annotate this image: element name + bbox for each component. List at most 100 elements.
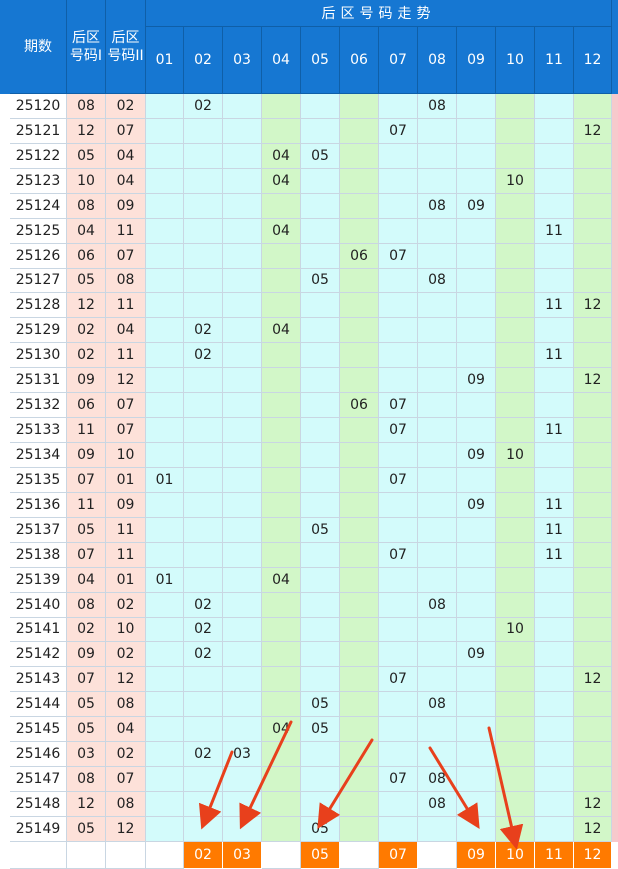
trend-cell — [379, 517, 418, 543]
trend-mark-07: 07 — [379, 243, 418, 269]
trend-cell — [301, 492, 340, 518]
trend-cell — [146, 168, 184, 194]
trend-cell — [301, 617, 340, 643]
trend-cell — [535, 792, 574, 817]
trend-cell — [146, 268, 184, 294]
trend-cell — [146, 393, 184, 419]
back-number-1-cell: 05 — [67, 816, 106, 842]
row-margin — [0, 617, 10, 643]
trend-cell — [496, 293, 535, 319]
back-number-2-header: 后区 号码II — [106, 0, 146, 94]
trend-cell — [418, 617, 457, 643]
row-margin — [0, 118, 10, 144]
trend-mark-09: 09 — [457, 368, 496, 394]
trend-cell — [457, 118, 496, 144]
trend-cell — [262, 492, 301, 518]
trend-cell — [340, 193, 379, 219]
trend-cell — [418, 642, 457, 668]
trend-cell — [418, 418, 457, 443]
back-number-2-cell: 07 — [106, 418, 146, 443]
summary-highlight-03: 03 — [223, 841, 262, 869]
back-number-1-cell: 09 — [67, 443, 106, 468]
trend-cell — [457, 767, 496, 793]
row-margin — [0, 293, 10, 319]
trend-cell — [574, 742, 612, 768]
trend-cell — [262, 443, 301, 468]
period-cell: 25141 — [10, 617, 67, 643]
trend-cell — [535, 592, 574, 618]
back-number-1-header: 后区 号码I — [67, 0, 106, 94]
trend-cell — [301, 592, 340, 618]
trend-cell — [184, 717, 223, 743]
trend-cell — [535, 642, 574, 668]
trend-cell — [496, 193, 535, 219]
trend-cell — [146, 816, 184, 842]
trend-cell — [457, 567, 496, 593]
trend-cell — [340, 667, 379, 693]
trend-cell — [223, 143, 262, 169]
summary-empty-cell — [418, 841, 457, 869]
trend-cell — [301, 418, 340, 443]
trend-mark-09: 09 — [457, 443, 496, 468]
trend-mark-06: 06 — [340, 243, 379, 269]
trend-cell — [535, 816, 574, 842]
column-header-05: 05 — [301, 27, 340, 94]
trend-cell — [184, 667, 223, 693]
column-header-06: 06 — [340, 27, 379, 94]
period-cell: 25138 — [10, 542, 67, 568]
trend-cell — [340, 268, 379, 294]
trend-mark-10: 10 — [496, 168, 535, 194]
column-header-10: 10 — [496, 27, 535, 94]
trend-mark-08: 08 — [418, 767, 457, 793]
trend-cell — [574, 767, 612, 793]
trend-cell — [418, 393, 457, 419]
back-number-1-cell: 09 — [67, 368, 106, 394]
trend-cell — [146, 118, 184, 144]
summary-highlight-05: 05 — [301, 841, 340, 869]
trend-cell — [340, 368, 379, 394]
period-cell: 25140 — [10, 592, 67, 618]
trend-cell — [496, 767, 535, 793]
trend-cell — [457, 418, 496, 443]
trend-mark-09: 09 — [457, 642, 496, 668]
back-number-2-cell: 07 — [106, 393, 146, 419]
trend-cell — [262, 243, 301, 269]
trend-cell — [496, 467, 535, 493]
trend-cell — [223, 368, 262, 394]
trend-cell — [146, 717, 184, 743]
period-cell: 25121 — [10, 118, 67, 144]
trend-cell — [535, 742, 574, 768]
trend-cell — [146, 343, 184, 369]
back-number-1-cell: 12 — [67, 792, 106, 817]
trend-cell — [262, 467, 301, 493]
trend-cell — [340, 218, 379, 244]
trend-mark-12: 12 — [574, 667, 612, 693]
trend-mark-07: 07 — [379, 767, 418, 793]
row-margin — [0, 94, 10, 119]
trend-mark-06: 06 — [340, 393, 379, 419]
trend-cell — [340, 767, 379, 793]
trend-cell — [496, 542, 535, 568]
trend-cell — [301, 168, 340, 194]
summary-empty-cell — [262, 841, 301, 869]
trend-cell — [574, 168, 612, 194]
trend-cell — [535, 368, 574, 394]
trend-cell — [418, 492, 457, 518]
back-number-2-cell: 02 — [106, 742, 146, 768]
trend-mark-04: 04 — [262, 717, 301, 743]
trend-cell — [301, 742, 340, 768]
trend-cell — [262, 742, 301, 768]
row-margin — [0, 268, 10, 294]
period-cell: 25132 — [10, 393, 67, 419]
trend-cell — [223, 443, 262, 468]
trend-cell — [574, 343, 612, 369]
row-margin — [0, 517, 10, 543]
trend-cell — [146, 742, 184, 768]
trend-mark-11: 11 — [535, 218, 574, 244]
trend-mark-09: 09 — [457, 193, 496, 219]
trend-mark-01: 01 — [146, 567, 184, 593]
trend-cell — [496, 393, 535, 419]
trend-mark-08: 08 — [418, 592, 457, 618]
trend-mark-10: 10 — [496, 443, 535, 468]
trend-cell — [496, 243, 535, 269]
